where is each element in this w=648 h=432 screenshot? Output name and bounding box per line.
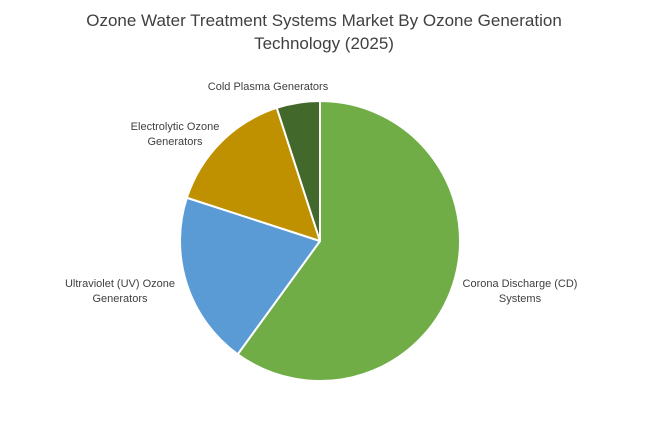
- chart-title-line-1: Ozone Water Treatment Systems Market By …: [86, 11, 562, 30]
- pie-slice-ultraviolet-uv-ozone-generators: [179, 196, 321, 356]
- slice-label-cold-plasma-generators: Cold Plasma Generators: [208, 81, 329, 93]
- chart-title-line-2: Technology (2025): [254, 34, 394, 53]
- pie-slice-cold-plasma-generators: [275, 100, 321, 242]
- slice-label-corona-discharge-cd-systems: Corona Discharge (CD) Systems: [463, 278, 578, 305]
- slice-labels: Corona Discharge (CD) Systems Ultraviolet …: [65, 81, 577, 305]
- chart-title: Ozone Water Treatment Systems Market By …: [0, 9, 648, 55]
- slice-label-electrolytic-ozone-generators: Electrolytic Ozone Generators: [131, 121, 220, 148]
- pie-slices: [179, 100, 461, 382]
- slice-label-ultraviolet-uv-ozone-generators: Ultraviolet (UV) Ozone Generators: [65, 278, 175, 305]
- pie-slice-corona-discharge-cd-systems: [236, 100, 461, 382]
